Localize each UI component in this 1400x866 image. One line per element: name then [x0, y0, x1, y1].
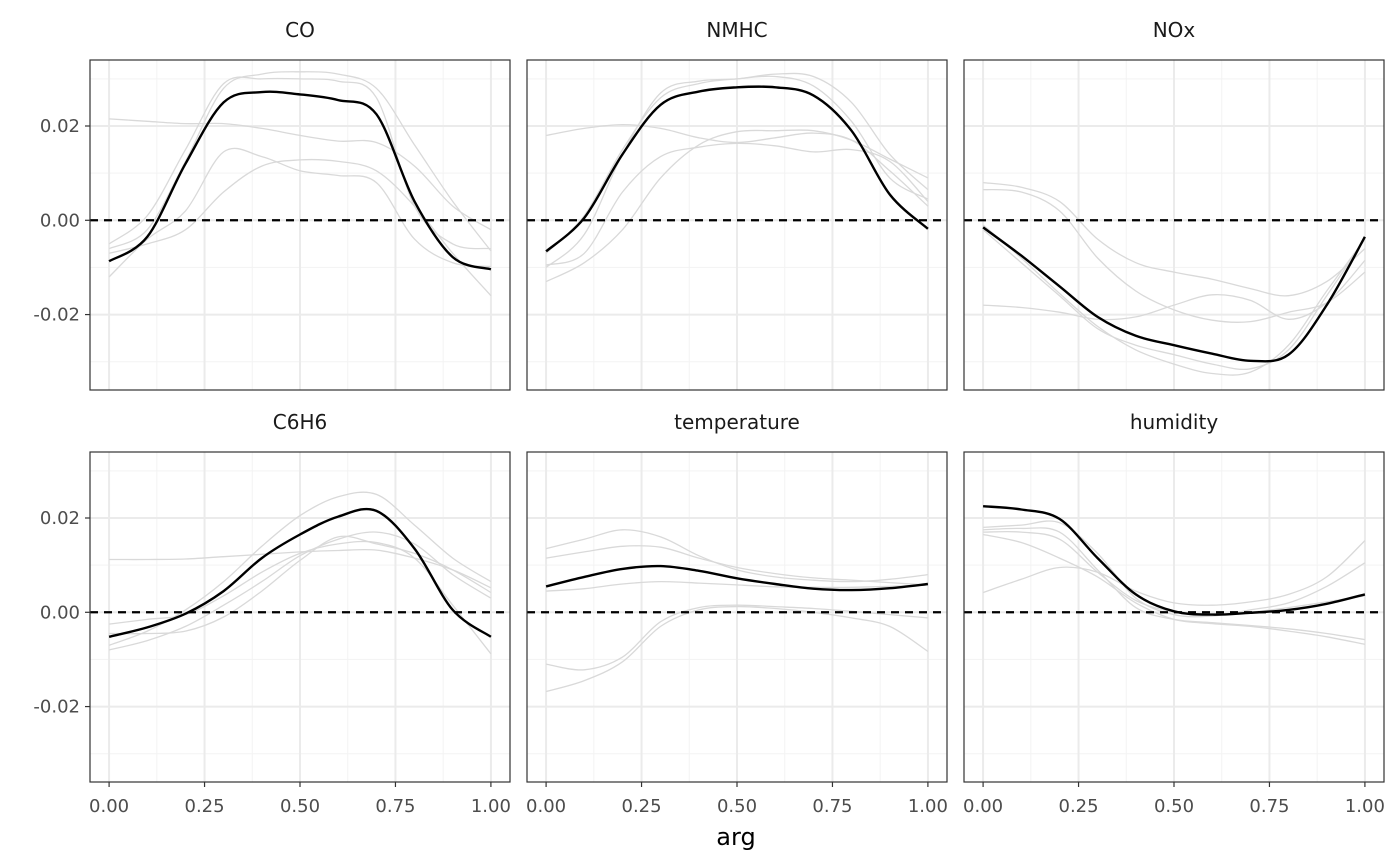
background-series-line [109, 535, 492, 635]
main-series-line [982, 226, 1366, 363]
facet-title: C6H6 [273, 410, 327, 434]
main-series-line [108, 507, 492, 638]
y-tick-label: 0.02 [40, 508, 80, 529]
x-tick-label: 1.00 [908, 796, 948, 817]
background-series-line [983, 259, 1366, 321]
x-tick-label: 0.75 [812, 796, 852, 817]
panel-border [526, 59, 948, 391]
x-tick-label: 0.50 [1154, 796, 1194, 817]
facet-title: NMHC [706, 18, 767, 42]
facet-panels: CO -0.02 0.00 0.02 NMHC NOx C6H6 -0.02 0.00 0.02 0… [33, 18, 1385, 817]
y-tick-label: -0.02 [33, 697, 80, 718]
x-tick-label: 0.75 [375, 796, 415, 817]
y-tick-label: 0.02 [40, 116, 80, 137]
x-tick-label: 0.75 [1249, 796, 1289, 817]
background-series-line [108, 531, 492, 651]
x-tick-label: 1.00 [1345, 796, 1385, 817]
main-series-line [108, 90, 492, 271]
background-series-line [109, 540, 492, 655]
background-series-line [982, 540, 1366, 606]
x-tick-label: 0.00 [963, 796, 1003, 817]
panel-border [89, 59, 511, 391]
background-series-line [109, 548, 492, 589]
x-tick-label: 0.00 [526, 796, 566, 817]
background-series-line [545, 604, 928, 671]
x-tick-label: 0.50 [717, 796, 757, 817]
main-series-line [982, 505, 1366, 616]
x-tick-label: 0.25 [1059, 796, 1099, 817]
facet-title: NOx [1153, 18, 1196, 42]
background-series-line [983, 520, 1366, 618]
background-series-line [982, 533, 1366, 645]
y-tick-label: 0.00 [40, 602, 80, 623]
background-series-line [546, 580, 928, 592]
facet-panel-co: CO -0.02 0.00 0.02 [33, 18, 511, 391]
background-series-line [545, 75, 929, 254]
background-series-line [545, 142, 929, 266]
x-tick-label: 0.25 [185, 796, 225, 817]
x-tick-label: 1.00 [471, 796, 511, 817]
facet-panel-nmhc: NMHC [526, 18, 948, 391]
background-series-line [545, 605, 929, 693]
facet-panel-c6h6: C6H6 -0.02 0.00 0.02 0.00 0.25 0.50 0.75 1.00 [33, 410, 511, 817]
background-series-line [983, 188, 1366, 323]
facet-panel-temperature: temperature 0.00 0.25 0.50 0.75 1.00 [526, 410, 948, 817]
main-series-line [545, 564, 929, 592]
x-tick-label: 0.50 [280, 796, 320, 817]
y-tick-label: 0.00 [40, 210, 80, 231]
main-series-line [545, 85, 929, 253]
background-series-line [982, 229, 1366, 371]
y-tick-label: -0.02 [33, 305, 80, 326]
facet-title: temperature [674, 410, 800, 434]
background-series-line [545, 545, 928, 586]
background-series-line [982, 224, 1366, 376]
background-series-line [108, 76, 491, 250]
panel-border [963, 59, 1385, 391]
facet-panel-nox: NOx [963, 18, 1385, 391]
facet-title: CO [285, 18, 315, 42]
x-tick-label: 0.25 [622, 796, 662, 817]
background-series-line [109, 118, 492, 231]
x-tick-label: 0.00 [89, 796, 129, 817]
x-axis-title: arg [716, 823, 755, 851]
facet-panel-humidity: humidity 0.00 0.25 0.50 0.75 1.00 [963, 410, 1385, 817]
facet-title: humidity [1130, 410, 1218, 434]
background-series-line [983, 181, 1366, 297]
